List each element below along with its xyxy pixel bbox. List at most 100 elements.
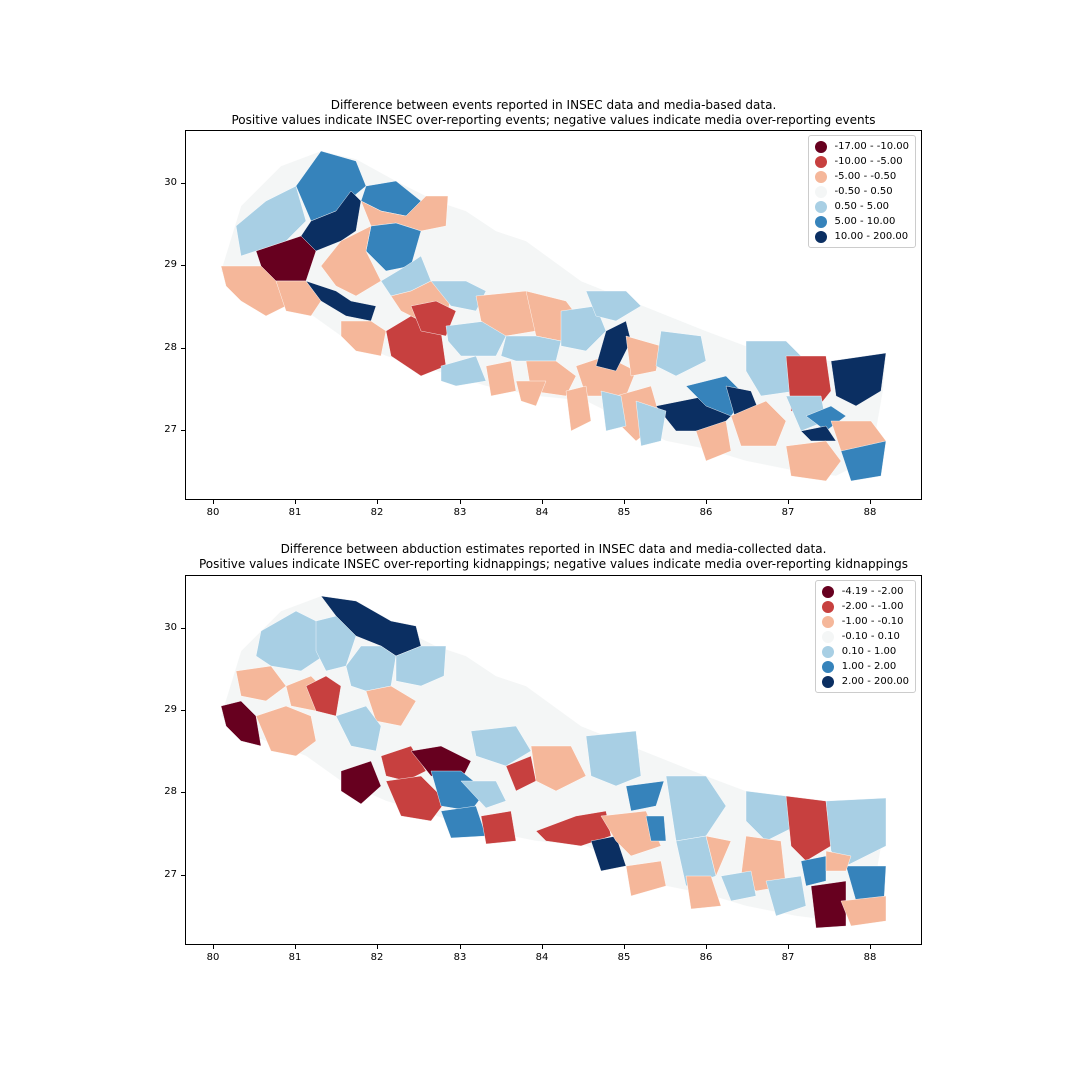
- legend-marker-icon: [814, 200, 827, 213]
- district-region: [255, 610, 332, 672]
- legend-item: 5.00 - 10.00: [814, 214, 909, 229]
- district-region: [300, 190, 362, 252]
- district-region: [275, 280, 322, 317]
- x-tick-mark: [295, 500, 296, 504]
- y-tick-mark: [181, 348, 185, 349]
- y-tick-label: 28: [164, 342, 177, 353]
- legend-item: -0.10 - 0.10: [821, 629, 909, 644]
- district-region: [530, 745, 587, 792]
- district-region: [305, 280, 377, 322]
- district-region: [470, 725, 532, 767]
- map-title-line1: Difference between events reported in IN…: [330, 98, 777, 112]
- legend-item: -5.00 - -0.50: [814, 169, 909, 184]
- district-region: [685, 875, 722, 910]
- legend-label: 5.00 - 10.00: [834, 216, 896, 227]
- x-tick-mark: [377, 500, 378, 504]
- legend-item: 0.50 - 5.00: [814, 199, 909, 214]
- x-tick-label: 85: [617, 507, 631, 518]
- district-region: [535, 810, 612, 847]
- legend-label: 10.00 - 200.00: [834, 231, 909, 242]
- district-region: [565, 385, 592, 432]
- district-region: [720, 870, 757, 902]
- x-tick-label: 86: [699, 507, 713, 518]
- legend-label: -1.00 - -0.10: [841, 616, 904, 627]
- y-tick-mark: [181, 265, 185, 266]
- district-region: [785, 440, 842, 482]
- y-tick-label: 29: [164, 259, 177, 270]
- legend-item: 2.00 - 200.00: [821, 674, 909, 689]
- district-region: [830, 352, 887, 407]
- district-region: [665, 775, 727, 842]
- district-region: [800, 425, 837, 442]
- x-tick-label: 84: [535, 952, 549, 963]
- y-tick-mark: [181, 183, 185, 184]
- y-tick-label: 27: [164, 424, 177, 435]
- district-region: [365, 685, 417, 727]
- x-tick-mark: [788, 945, 789, 949]
- x-tick-label: 84: [535, 507, 549, 518]
- district-region: [480, 810, 517, 845]
- legend-item: -1.00 - -0.10: [821, 614, 909, 629]
- district-region: [645, 815, 667, 842]
- legend-item: 10.00 - 200.00: [814, 229, 909, 244]
- legend-label: 1.00 - 2.00: [841, 661, 897, 672]
- legend-events: -17.00 - -10.00 -10.00 - -5.00 -5.00 - -…: [807, 135, 916, 248]
- legend-marker-icon: [814, 215, 827, 228]
- district-region: [595, 320, 632, 372]
- legend-item: -10.00 - -5.00: [814, 154, 909, 169]
- district-region: [220, 700, 262, 747]
- x-tick-mark: [295, 945, 296, 949]
- legend-label: 0.10 - 1.00: [841, 646, 897, 657]
- district-region: [745, 790, 797, 842]
- nepal-district-map-events: [220, 150, 887, 482]
- legend-marker-icon: [821, 585, 834, 598]
- district-region: [340, 760, 382, 805]
- legend-marker-icon: [821, 660, 834, 673]
- x-tick-mark: [213, 945, 214, 949]
- legend-label: -10.00 - -5.00: [834, 156, 903, 167]
- x-tick-mark: [706, 500, 707, 504]
- district-region: [805, 405, 847, 432]
- district-region: [345, 645, 397, 692]
- district-region: [500, 335, 562, 362]
- district-region: [410, 300, 457, 337]
- x-tick-label: 81: [288, 952, 302, 963]
- district-region: [600, 390, 627, 432]
- legend-marker-icon: [814, 155, 827, 168]
- legend-marker-icon: [814, 140, 827, 153]
- x-tick-mark: [213, 500, 214, 504]
- district-region: [585, 730, 642, 787]
- map-title-line2: Positive values indicate INSEC over-repo…: [231, 113, 876, 127]
- legend-item: 1.00 - 2.00: [821, 659, 909, 674]
- x-tick-mark: [542, 945, 543, 949]
- district-region: [730, 400, 787, 447]
- district-region: [220, 265, 287, 317]
- x-tick-label: 83: [453, 507, 467, 518]
- district-region: [810, 880, 847, 929]
- legend-label: -5.00 - -0.50: [834, 171, 897, 182]
- district-region: [320, 225, 382, 297]
- district-region: [395, 645, 447, 687]
- district-region: [840, 440, 887, 482]
- legend-abductions: -4.19 - -2.00 -2.00 - -1.00 -1.00 - -0.1…: [814, 580, 916, 693]
- x-tick-mark: [624, 945, 625, 949]
- x-tick-mark: [377, 945, 378, 949]
- district-region: [625, 335, 662, 377]
- district-region: [305, 675, 342, 717]
- x-tick-mark: [870, 945, 871, 949]
- legend-item: -17.00 - -10.00: [814, 139, 909, 154]
- district-region: [625, 860, 667, 897]
- x-tick-label: 80: [206, 507, 220, 518]
- y-tick-mark: [181, 430, 185, 431]
- district-region: [340, 320, 387, 357]
- legend-marker-icon: [814, 185, 827, 198]
- y-tick-label: 28: [164, 786, 177, 797]
- legend-marker-icon: [821, 600, 834, 613]
- nepal-district-map-abductions: [220, 595, 887, 929]
- x-tick-mark: [706, 945, 707, 949]
- district-region: [625, 780, 665, 812]
- x-tick-label: 86: [699, 952, 713, 963]
- y-tick-mark: [181, 792, 185, 793]
- x-tick-label: 88: [863, 507, 877, 518]
- legend-marker-icon: [821, 645, 834, 658]
